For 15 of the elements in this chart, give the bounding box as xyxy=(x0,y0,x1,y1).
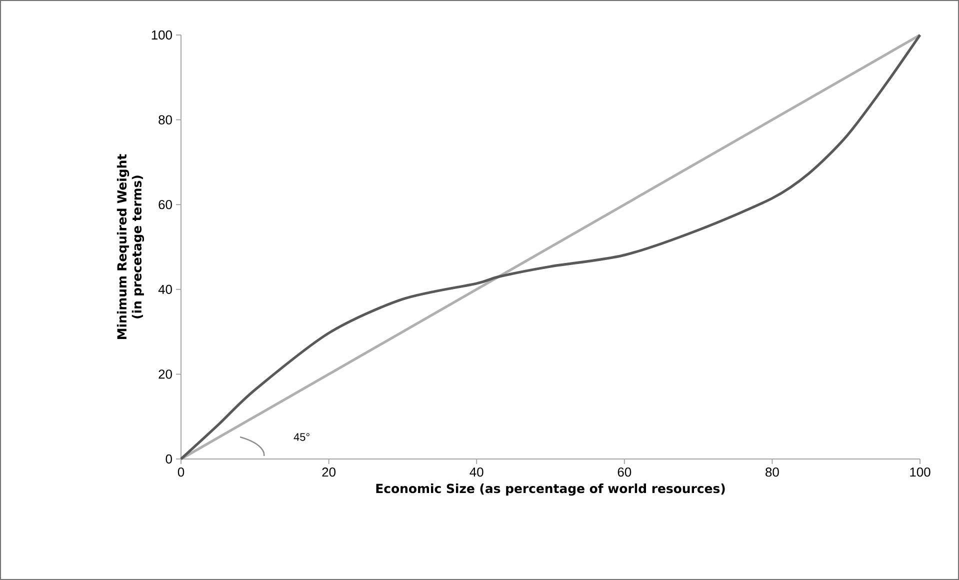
y-axis-title: Minimum Required Weight (in precetage terms) xyxy=(116,154,144,339)
x-tick-label: 20 xyxy=(322,468,336,477)
x-tick-label: 0 xyxy=(178,468,184,477)
x-tick-label: 40 xyxy=(470,468,484,477)
x-tick-label: 100 xyxy=(910,468,930,477)
y-tick-label: 20 xyxy=(158,370,172,379)
annotation: 45° xyxy=(294,433,310,441)
x-axis-title: Economic Size (as percentage of world resources) xyxy=(376,484,725,496)
y-tick-label: 40 xyxy=(158,284,172,294)
x-tick-label: 80 xyxy=(766,468,779,477)
y-tick-label: 80 xyxy=(158,115,172,124)
y-tick-label: 60 xyxy=(158,200,172,210)
y-tick-label: 0 xyxy=(166,454,172,464)
y-tick-label: 100 xyxy=(152,30,172,40)
x-tick-label: 60 xyxy=(618,468,632,477)
